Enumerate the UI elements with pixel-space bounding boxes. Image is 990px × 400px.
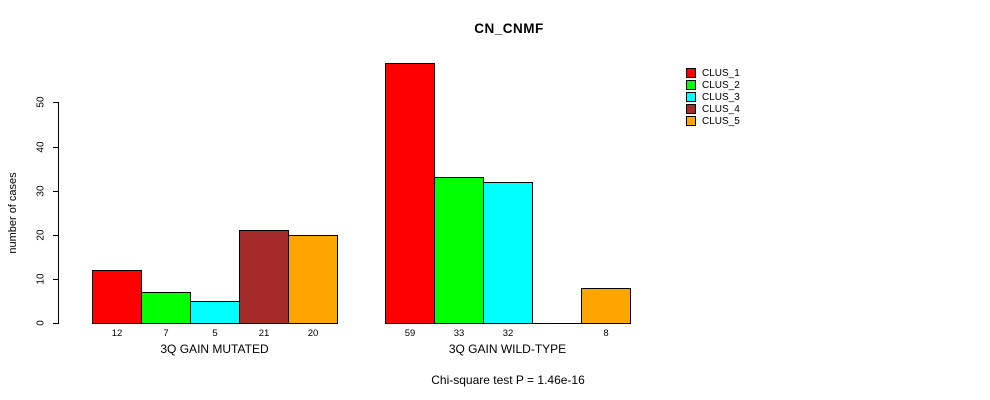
bar-value-label: 59 xyxy=(404,328,416,339)
bar xyxy=(92,270,142,324)
y-tick-label: 50 xyxy=(35,96,47,108)
legend-item: CLUS_1 xyxy=(686,67,740,79)
y-tick-label: 10 xyxy=(35,273,47,285)
legend-swatch xyxy=(686,116,696,126)
bar-value-label: 21 xyxy=(258,328,270,339)
legend-label: CLUS_4 xyxy=(702,103,740,115)
bar-value-label: 33 xyxy=(453,328,465,339)
y-tick xyxy=(53,146,58,148)
bar-value-label: 7 xyxy=(163,328,169,339)
y-axis-line xyxy=(58,102,59,324)
bar xyxy=(288,234,338,324)
chi-square-annotation: Chi-square test P = 1.46e-16 xyxy=(431,373,585,387)
y-tick-label: 40 xyxy=(35,140,47,153)
y-tick xyxy=(53,190,58,192)
y-tick-label: 30 xyxy=(35,185,47,197)
bar xyxy=(141,292,191,324)
y-tick xyxy=(53,278,58,280)
legend-label: CLUS_3 xyxy=(702,91,740,103)
bar-value-label: 5 xyxy=(212,328,218,339)
bar-value-label: 20 xyxy=(307,328,319,339)
y-tick-label: 0 xyxy=(35,320,47,326)
bar xyxy=(385,62,435,324)
bar xyxy=(190,300,240,324)
y-tick-label: 20 xyxy=(35,229,47,241)
legend-item: CLUS_5 xyxy=(686,115,740,127)
legend-label: CLUS_1 xyxy=(702,67,740,79)
bar xyxy=(239,230,289,324)
y-tick xyxy=(53,323,58,324)
bar-value-label: 8 xyxy=(603,328,609,339)
bar xyxy=(434,177,484,324)
group-label: 3Q GAIN WILD-TYPE xyxy=(448,342,567,356)
legend-swatch xyxy=(686,92,696,102)
legend-label: CLUS_5 xyxy=(702,115,740,127)
y-tick xyxy=(53,102,58,104)
legend-item: CLUS_3 xyxy=(686,91,740,103)
bar-value-label: 12 xyxy=(111,328,123,339)
bar xyxy=(581,287,631,324)
legend: CLUS_1 CLUS_2 CLUS_3 CLUS_4 CLUS_5 xyxy=(686,67,740,127)
legend-swatch xyxy=(686,68,696,78)
group-label: 3Q GAIN MUTATED xyxy=(160,342,269,356)
legend-swatch xyxy=(686,104,696,114)
y-axis-label: number of cases xyxy=(7,172,19,254)
legend-label: CLUS_2 xyxy=(702,79,740,91)
legend-item: CLUS_2 xyxy=(686,79,740,91)
bar-value-label: 32 xyxy=(502,328,514,339)
y-tick xyxy=(53,234,58,236)
legend-item: CLUS_4 xyxy=(686,103,740,115)
bar xyxy=(483,181,533,324)
chart-title: CN_CNMF xyxy=(474,21,544,36)
legend-swatch xyxy=(686,80,696,90)
